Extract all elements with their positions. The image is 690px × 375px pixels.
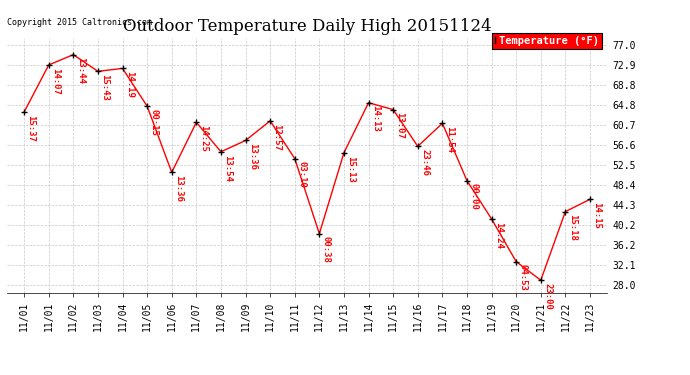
Text: 13:36: 13:36 [174,175,183,202]
Text: 03:10: 03:10 [297,161,306,188]
Text: 14:13: 14:13 [371,105,380,132]
Text: 14:19: 14:19 [125,71,134,98]
Text: 00:15: 00:15 [150,109,159,136]
Text: 15:18: 15:18 [568,214,577,241]
Title: Outdoor Temperature Daily High 20151124: Outdoor Temperature Daily High 20151124 [123,18,491,34]
Text: 15:13: 15:13 [346,156,355,182]
Text: 14:24: 14:24 [494,222,503,249]
Text: 11:54: 11:54 [445,126,454,153]
Text: 14:25: 14:25 [199,125,208,152]
Text: 04:53: 04:53 [519,264,528,291]
Text: 15:37: 15:37 [27,115,36,142]
Text: 00:00: 00:00 [469,183,478,210]
Text: Copyright 2015 Caltronics.com: Copyright 2015 Caltronics.com [7,18,152,27]
Text: 13:54: 13:54 [224,154,233,182]
Text: 13:07: 13:07 [395,112,404,139]
Text: 23:46: 23:46 [420,149,429,176]
Text: 14:15: 14:15 [593,202,602,229]
Text: 00:38: 00:38 [322,236,331,263]
Text: 13:44: 13:44 [76,57,85,84]
Text: 23:00: 23:00 [543,283,552,310]
Legend: Temperature (°F): Temperature (°F) [491,33,602,49]
Text: 14:07: 14:07 [51,68,60,94]
Text: 15:43: 15:43 [100,74,110,101]
Text: 13:36: 13:36 [248,143,257,170]
Text: 12:57: 12:57 [273,124,282,150]
